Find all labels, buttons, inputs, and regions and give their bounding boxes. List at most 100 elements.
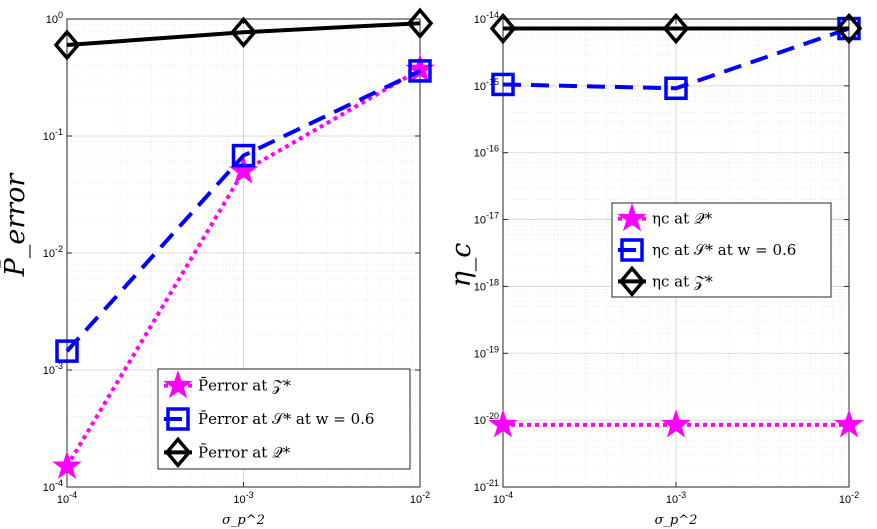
- tick-exponent: -3: [55, 361, 63, 371]
- legend: ηc at 𝒬* ηc at 𝒮* at w = 0.6 ηc at 𝒵*: [611, 202, 832, 298]
- y-tick-label: 100: [46, 10, 63, 26]
- y-tick-label: 10-15: [474, 77, 499, 93]
- data-point-star: [834, 409, 864, 438]
- legend-box: [157, 368, 411, 470]
- series-diamond-3: [53, 7, 434, 61]
- x-tick-label: 10-2: [410, 490, 430, 506]
- series-line: [66, 21, 421, 47]
- y-tick-label: 10-21: [474, 478, 499, 494]
- legend-marker-diamond: [164, 436, 192, 469]
- legend-marker-star: [617, 203, 647, 232]
- tick-exponent: -2: [422, 490, 430, 500]
- y-tick-label: 10-19: [474, 344, 499, 360]
- tick-exponent: -18: [486, 277, 499, 287]
- y-tick-label: 10-18: [474, 277, 499, 293]
- tick-base: 10: [474, 215, 486, 227]
- y-axis-label: η_c: [446, 243, 477, 288]
- data-point-star: [52, 450, 82, 479]
- tick-base: 10: [666, 494, 678, 506]
- x-tick-label: 10-3: [666, 490, 686, 506]
- legend-label: ηc at 𝒵*: [652, 272, 713, 290]
- series-line: [502, 26, 850, 91]
- legend-label: P̄error at 𝒵*: [198, 377, 291, 395]
- data-point-diamond: [53, 29, 81, 61]
- tick-base: 10: [493, 494, 505, 506]
- y-tick-label: 10-16: [474, 144, 499, 160]
- x-tick-label: 10-3: [233, 490, 253, 506]
- y-axis-label: P̄_error: [0, 172, 31, 278]
- data-point-diamond: [489, 12, 517, 45]
- legend-marker-square: [166, 407, 190, 431]
- x-axis-label: σ_p^2: [222, 513, 265, 528]
- data-point-diamond: [230, 16, 257, 48]
- y-tick-label: 10-2: [43, 244, 63, 260]
- legend-label: ηc at 𝒬*: [652, 210, 713, 228]
- data-point-diamond: [662, 12, 690, 45]
- y-tick-label: 10-3: [43, 361, 63, 377]
- tick-exponent: -4: [505, 490, 513, 500]
- y-tick-label: 10-14: [474, 10, 499, 26]
- data-point-diamond: [835, 12, 863, 45]
- data-point-diamond: [406, 7, 434, 39]
- tick-base: 10: [43, 248, 55, 260]
- series-square-2: [55, 59, 432, 363]
- tick-exponent: -1: [55, 127, 63, 137]
- chart-panel-2: 10-4 10-3 10-210-2110-2010-1910-1810-1710-…: [446, 10, 864, 528]
- x-tick-label: 10-4: [57, 490, 77, 506]
- tick-exponent: -3: [246, 490, 254, 500]
- y-tick-label: 10-20: [474, 411, 499, 427]
- tick-base: 10: [474, 14, 486, 26]
- legend-label: P̄error at 𝒬*: [198, 443, 291, 461]
- tick-base: 10: [474, 281, 486, 293]
- legend-marker-star: [163, 370, 193, 399]
- x-tick-label: 10-4: [493, 490, 513, 506]
- tick-exponent: -19: [486, 344, 499, 354]
- series-line: [65, 67, 421, 468]
- series-diamond-3: [489, 12, 863, 45]
- tick-base: 10: [474, 148, 486, 160]
- tick-exponent: -2: [55, 244, 63, 254]
- legend-label: P̄error at 𝒮* at w = 0.6: [198, 410, 374, 428]
- tick-base: 10: [46, 14, 58, 26]
- y-tick-label: 10-4: [43, 478, 63, 494]
- legend-marker-square: [620, 238, 644, 262]
- legend: P̄error at 𝒵* P̄error at 𝒮* at w = 0.6 P̄e…: [157, 368, 411, 470]
- series-star-1: [488, 409, 864, 438]
- y-tick-label: 10-17: [474, 211, 499, 227]
- tick-base: 10: [43, 482, 55, 494]
- tick-exponent: -20: [486, 411, 499, 421]
- data-point-square: [55, 339, 79, 363]
- tick-exponent: -4: [69, 490, 77, 500]
- data-point-star: [488, 409, 518, 438]
- legend-marker-diamond: [618, 265, 646, 298]
- tick-base: 10: [474, 81, 486, 93]
- tick-exponent: -4: [55, 478, 63, 488]
- tick-base: 10: [410, 494, 422, 506]
- data-point-square: [664, 76, 688, 101]
- tick-exponent: -21: [486, 478, 499, 488]
- tick-base: 10: [474, 348, 486, 360]
- legend-label: ηc at 𝒮* at w = 0.6: [652, 241, 796, 259]
- tick-exponent: -16: [486, 144, 499, 154]
- tick-exponent: -17: [486, 211, 499, 221]
- tick-exponent: -3: [678, 490, 686, 500]
- y-tick-label: 10-1: [43, 127, 63, 143]
- tick-base: 10: [474, 482, 486, 494]
- tick-exponent: -2: [851, 490, 859, 500]
- tick-base: 10: [839, 494, 851, 506]
- tick-base: 10: [57, 494, 69, 506]
- tick-base: 10: [233, 494, 245, 506]
- tick-base: 10: [474, 415, 486, 427]
- series-line: [65, 69, 421, 353]
- x-tick-label: 10-2: [839, 490, 859, 506]
- chart-panel-1: 10-4 10-3 10-210-410-310-210-1100σ_p^2P̄_e…: [0, 7, 435, 528]
- tick-exponent: -14: [486, 10, 499, 20]
- data-point-square: [231, 143, 256, 168]
- tick-base: 10: [43, 365, 55, 377]
- tick-base: 10: [43, 131, 55, 143]
- data-point-star: [661, 409, 691, 438]
- x-axis-label: σ_p^2: [655, 513, 698, 528]
- tick-exponent: 0: [58, 10, 63, 20]
- data-point-square: [408, 59, 432, 83]
